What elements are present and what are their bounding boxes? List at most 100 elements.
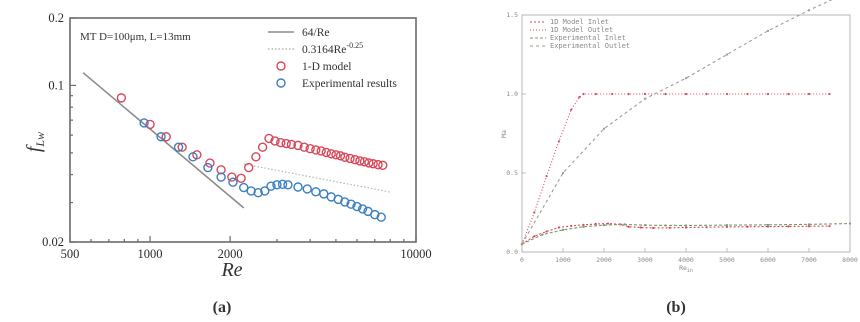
panel-a-data-point bbox=[251, 152, 261, 162]
panel-b-data-point bbox=[684, 226, 688, 229]
panel-a-data-point bbox=[145, 119, 155, 130]
panel-a-ylabel-sub: Lw bbox=[33, 132, 47, 148]
panel-b-xtick-label: 6000 bbox=[760, 256, 776, 264]
panel-b-data-point bbox=[611, 92, 614, 96]
panel-a-xlabel: Re bbox=[220, 259, 242, 281]
panel-b-data-point bbox=[684, 224, 688, 227]
panel-a-data-point bbox=[359, 157, 370, 167]
panel-a-data-point bbox=[205, 158, 215, 168]
panel-b-xtick-label: 5000 bbox=[719, 256, 735, 264]
panel-b-series-line-3 bbox=[521, 0, 833, 245]
panel-a-data-point bbox=[276, 138, 286, 148]
panel-b-frame bbox=[521, 14, 851, 253]
panel-b-data-point bbox=[787, 225, 790, 228]
panel-b-ylabel: Ma bbox=[500, 130, 508, 138]
panel-a-data-point bbox=[283, 180, 293, 190]
panel-b-series-line-0 bbox=[521, 223, 830, 245]
panel-b-legend-label: Experimental Inlet bbox=[550, 34, 626, 42]
panel-a-data-point bbox=[260, 186, 270, 196]
panel-a-data-point bbox=[355, 156, 365, 166]
panel-b-data-point bbox=[561, 228, 565, 231]
panel-a-ticks: 500 1000 2000 10000 0.02 0.1 0.2 bbox=[42, 11, 432, 261]
panel-b-legend-label: 1D Model Outlet bbox=[550, 26, 613, 34]
panel-a-data-point bbox=[286, 139, 297, 150]
panel-a-data-point bbox=[345, 153, 355, 164]
panel-b-data-point bbox=[557, 140, 561, 143]
panel-a-series bbox=[82, 72, 391, 222]
panel-a-data-point bbox=[376, 212, 386, 222]
panel-b-legend-label: 1D Model Inlet bbox=[550, 18, 609, 26]
panel-a-legend-label: 0.3164Re-0.25 bbox=[302, 41, 363, 56]
panel-b-series bbox=[520, 0, 852, 246]
panel-a-ytick-label: 0.1 bbox=[48, 78, 64, 92]
panel-a-data-point bbox=[311, 145, 321, 155]
panel-b-data-point bbox=[787, 92, 790, 96]
panel-a-data-point bbox=[364, 158, 374, 168]
panel-b-xtick-label: 8000 bbox=[842, 256, 858, 264]
panel-a-data-point bbox=[321, 147, 332, 158]
panel-a-legend-label-sup: -0.25 bbox=[346, 41, 363, 50]
panel-a-data-point bbox=[368, 159, 378, 169]
panel-b-data-point bbox=[578, 96, 581, 99]
panel-a-data-point bbox=[173, 142, 184, 152]
panel-b-data-point bbox=[594, 222, 597, 226]
panel-b-data-point bbox=[652, 226, 655, 230]
panel-a-data-point bbox=[116, 93, 127, 103]
panel-b-data-point bbox=[639, 226, 643, 229]
panel-b-data-point bbox=[582, 223, 585, 226]
panel-b-data-point bbox=[533, 211, 536, 214]
panel-b-data-point bbox=[725, 224, 729, 227]
panel-b-xlabel: Rein bbox=[679, 264, 693, 274]
panel-a-data-point bbox=[272, 180, 282, 190]
svg-text:fLw: fLw bbox=[23, 132, 47, 152]
panel-a-ylabel: fLw bbox=[23, 132, 47, 152]
panel-a-frame bbox=[69, 17, 417, 243]
panel-b-legend-label: Experimental Outlet bbox=[550, 42, 630, 50]
panel-a-data-point bbox=[216, 165, 226, 175]
panel-a-legend-label: 1-D model bbox=[302, 61, 352, 73]
panel-b-data-point bbox=[766, 225, 770, 228]
panel-b-xtick-label: 3000 bbox=[637, 256, 653, 264]
panel-a-data-point bbox=[305, 143, 315, 154]
panel-a-data-point bbox=[373, 159, 383, 170]
panel-a-data-point bbox=[302, 184, 312, 194]
panel-a-data-point bbox=[281, 138, 291, 149]
panel-b-data-point bbox=[684, 77, 688, 80]
panel-b-caption: (b) bbox=[666, 299, 686, 316]
panel-b-data-point bbox=[746, 225, 749, 228]
panel-b-data-point bbox=[643, 92, 647, 96]
panel-b-data-point bbox=[828, 92, 831, 96]
panel-a-data-point bbox=[299, 142, 309, 152]
panel-a-data-point bbox=[316, 146, 326, 156]
panel-a-data-point bbox=[340, 152, 350, 162]
panel-b-data-point bbox=[520, 243, 524, 246]
panel-b-ytick-label: 0.5 bbox=[506, 169, 518, 177]
panel-a-data-point bbox=[188, 152, 198, 162]
panel-a-legend: 64/Re 0.3164Re-0.25 1-D model Experimental … bbox=[268, 27, 397, 90]
panel-a-data-point bbox=[277, 179, 288, 189]
panel-a-data-point bbox=[244, 162, 254, 173]
panel-b-xtick-label: 2000 bbox=[596, 256, 612, 264]
panel-a-data-point bbox=[203, 162, 213, 173]
panel-b-data-point bbox=[725, 225, 729, 228]
panel-a-data-point bbox=[331, 150, 341, 160]
panel-b-ytick-label: 1.5 bbox=[506, 11, 518, 19]
panel-b-data-point bbox=[627, 225, 630, 228]
panel-a-xtick-label: 1000 bbox=[138, 247, 163, 261]
panel-b-data-point bbox=[848, 222, 852, 225]
panel-a-data-point bbox=[352, 201, 362, 212]
panel-b-xtick-label: 4000 bbox=[678, 256, 694, 264]
panel-a-data-point bbox=[378, 160, 388, 170]
panel-a-ytick-label: 0.2 bbox=[48, 11, 64, 25]
panel-a-data-point bbox=[266, 181, 276, 191]
panel-b-data-point bbox=[807, 225, 811, 228]
panel-b-data-point bbox=[766, 92, 770, 96]
panel-a-data-point bbox=[293, 140, 303, 151]
panel-a-data-point bbox=[156, 132, 166, 142]
panel-b-data-point bbox=[602, 224, 606, 227]
panel-b-data-point bbox=[627, 92, 630, 96]
panel-b-series-line-1 bbox=[521, 93, 830, 245]
panel-b-data-point bbox=[545, 230, 548, 233]
panel-a-data-point bbox=[326, 149, 336, 159]
